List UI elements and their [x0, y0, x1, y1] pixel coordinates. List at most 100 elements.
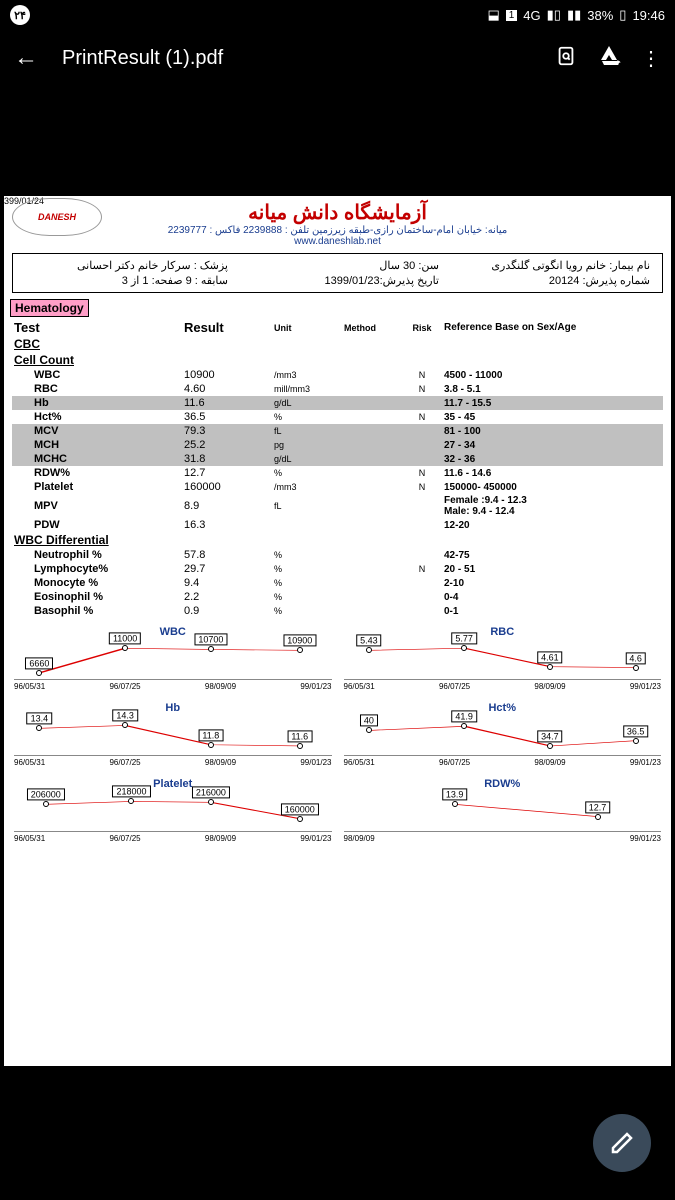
chart-point-label: 10700	[194, 634, 227, 646]
doctor-name: پزشک : سرکار خانم دکتر احسانی	[21, 258, 232, 273]
x-label: 96/05/31	[14, 758, 45, 767]
x-label: 98/09/09	[205, 834, 236, 843]
chart-point-label: 36.5	[623, 725, 649, 737]
results-table: Test Result Unit Method Risk Reference B…	[12, 319, 663, 618]
lab-name: آزمایشگاه دانش میانه	[8, 200, 667, 225]
back-icon[interactable]: ←	[14, 44, 38, 72]
cell-result: 160000	[182, 480, 272, 494]
cell-result: 9.4	[182, 576, 272, 590]
cell-unit: g/dL	[272, 452, 342, 466]
cell-risk: N	[402, 466, 442, 480]
chart-point-label: 11.6	[287, 730, 312, 742]
cell-risk	[402, 576, 442, 590]
x-label: 96/05/31	[14, 834, 45, 843]
chart-point	[633, 665, 639, 671]
drive-add-icon[interactable]: +	[597, 44, 621, 73]
chart-area: 4041.934.736.5	[344, 714, 662, 756]
x-label: 99/01/23	[300, 834, 331, 843]
cell-method	[342, 518, 402, 532]
cell-unit: %	[272, 604, 342, 618]
lab-address: میانه: خیابان امام-ساختمان رازی-طبقه زیر…	[8, 225, 667, 236]
x-label: 98/09/09	[205, 758, 236, 767]
cell-test: Hct%	[12, 410, 182, 424]
table-row: PDW16.312-20	[12, 518, 663, 532]
cell-ref: 12-20	[442, 518, 663, 532]
chart-point	[297, 816, 303, 822]
cell-risk: N	[402, 382, 442, 396]
cell-method	[342, 382, 402, 396]
chart-x-labels: 96/05/3196/07/2598/09/0999/01/23	[344, 682, 662, 691]
cell-method	[342, 548, 402, 562]
chart-title: RBC	[344, 626, 662, 638]
table-row: RBC4.60mill/mm3N3.8 - 5.1	[12, 382, 663, 396]
cell-ref: 2-10	[442, 576, 663, 590]
patient-age: سن: 30 سال	[232, 258, 443, 273]
cell-ref: 0-4	[442, 590, 663, 604]
cell-method	[342, 368, 402, 382]
notification-badge: ۲۴	[10, 5, 30, 25]
cell-unit: /mm3	[272, 368, 342, 382]
search-in-doc-icon[interactable]	[555, 45, 577, 72]
col-unit: Unit	[272, 319, 342, 336]
cell-result: 36.5	[182, 410, 272, 424]
cell-test: PDW	[12, 518, 182, 532]
section-header: CBC	[12, 336, 663, 352]
cell-method	[342, 438, 402, 452]
x-label: 99/01/23	[300, 682, 331, 691]
x-label: 96/07/25	[109, 758, 140, 767]
cell-risk	[402, 604, 442, 618]
more-icon[interactable]: ⋮	[641, 46, 661, 71]
cell-risk	[402, 438, 442, 452]
table-row: Platelet160000/mm3N150000- 450000	[12, 480, 663, 494]
chart-point-label: 5.77	[451, 633, 477, 645]
chart-point	[208, 799, 214, 805]
cell-result: 2.2	[182, 590, 272, 604]
table-row: Monocyte %9.4%2-10	[12, 576, 663, 590]
table-row: MPV8.9fLFemale :9.4 - 12.3 Male: 9.4 - 1…	[12, 494, 663, 518]
chart-point-label: 206000	[27, 789, 65, 801]
battery-text: 38%	[587, 8, 613, 23]
chart-point-label: 14.3	[112, 710, 138, 722]
cell-ref: 42-75	[442, 548, 663, 562]
cell-ref: 32 - 36	[442, 452, 663, 466]
cell-unit: fL	[272, 494, 342, 518]
signal-icon-2: ▮▮	[567, 7, 581, 23]
chart-point-label: 218000	[112, 786, 150, 798]
section-header: WBC Differential	[12, 532, 663, 548]
chart-point	[297, 743, 303, 749]
chart: Hct%4041.934.736.596/05/3196/07/2598/09/…	[344, 702, 662, 774]
cell-unit: %	[272, 548, 342, 562]
chart-point-label: 5.43	[356, 635, 382, 647]
table-row: Eosinophil %2.2%0-4	[12, 590, 663, 604]
page-info: سابقه : 9 صفحه: 1 از 3	[21, 273, 232, 288]
cell-ref: 150000- 450000	[442, 480, 663, 494]
chart-area: 5.435.774.614.6	[344, 638, 662, 680]
chart-point	[595, 814, 601, 820]
cell-unit	[272, 518, 342, 532]
section-header: Cell Count	[12, 352, 663, 368]
cell-unit: %	[272, 576, 342, 590]
cell-unit: %	[272, 562, 342, 576]
chart-point	[36, 725, 42, 731]
cell-method	[342, 396, 402, 410]
cell-method	[342, 452, 402, 466]
chart-point	[547, 743, 553, 749]
cell-ref: 0-1	[442, 604, 663, 618]
chart-point	[208, 742, 214, 748]
chart-point-label: 13.4	[27, 713, 53, 725]
admission-date: تاریخ پذیرش:1399/01/23	[232, 273, 443, 288]
chart: Hb13.414.311.811.696/05/3196/07/2598/09/…	[14, 702, 332, 774]
cell-method	[342, 480, 402, 494]
chart-title: Hb	[14, 702, 332, 714]
chart-point	[208, 646, 214, 652]
cell-method	[342, 562, 402, 576]
cell-method	[342, 466, 402, 480]
cell-unit: g/dL	[272, 396, 342, 410]
col-risk: Risk	[402, 319, 442, 336]
x-label: 96/07/25	[109, 834, 140, 843]
x-label: 99/01/23	[630, 834, 661, 843]
chart-area: 6660110001070010900	[14, 638, 332, 680]
edit-fab[interactable]	[593, 1114, 651, 1172]
cell-test: RBC	[12, 382, 182, 396]
chart-point	[122, 722, 128, 728]
